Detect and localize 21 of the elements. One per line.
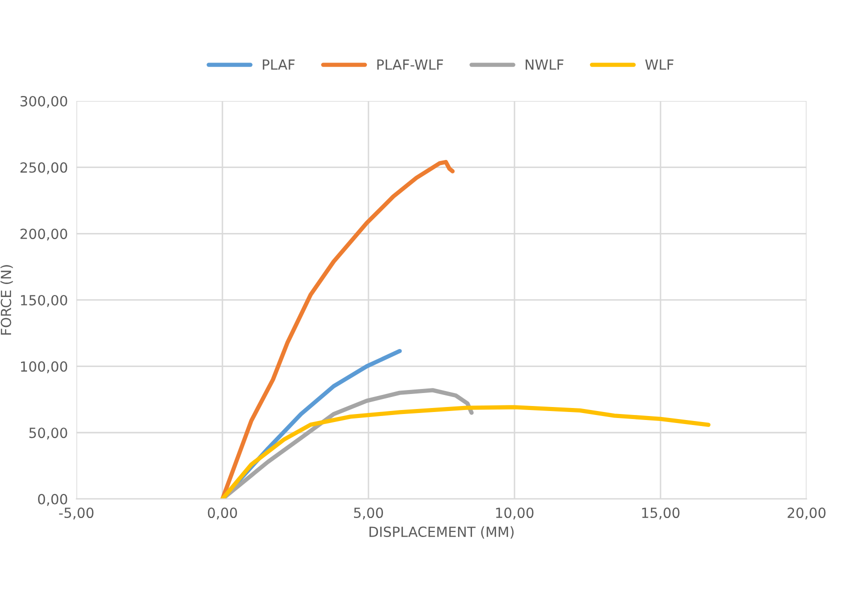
y-tick-label: 50,00 bbox=[29, 428, 68, 440]
y-tick-label: 0,00 bbox=[38, 494, 68, 506]
y-tick-label: 250,00 bbox=[20, 162, 68, 174]
line-series bbox=[220, 405, 711, 499]
y-axis-title: FORCE (N) bbox=[0, 265, 13, 335]
x-tick-label: 0,00 bbox=[208, 508, 237, 520]
x-tick-label: 15,00 bbox=[642, 508, 680, 520]
x-axis-title: DISPLACEMENT (MM) bbox=[370, 526, 514, 539]
x-tick-label: 10,00 bbox=[496, 508, 534, 520]
legend-label: WLF bbox=[645, 60, 674, 70]
y-tick-label: 200,00 bbox=[20, 228, 68, 241]
legend-label: PLAF-WLF bbox=[377, 60, 443, 70]
line-series bbox=[220, 160, 455, 499]
legend-label: PLAF bbox=[262, 60, 295, 70]
y-tick-label: 100,00 bbox=[21, 361, 68, 374]
y-tick-label: 300,00 bbox=[20, 96, 68, 108]
x-tick-label: -5,00 bbox=[59, 508, 94, 520]
y-tick-label: 150,00 bbox=[21, 294, 68, 307]
x-tick-label: 5,00 bbox=[354, 508, 384, 520]
x-tick-label: 20,00 bbox=[788, 508, 826, 520]
legend-label: NWLF bbox=[526, 60, 564, 70]
